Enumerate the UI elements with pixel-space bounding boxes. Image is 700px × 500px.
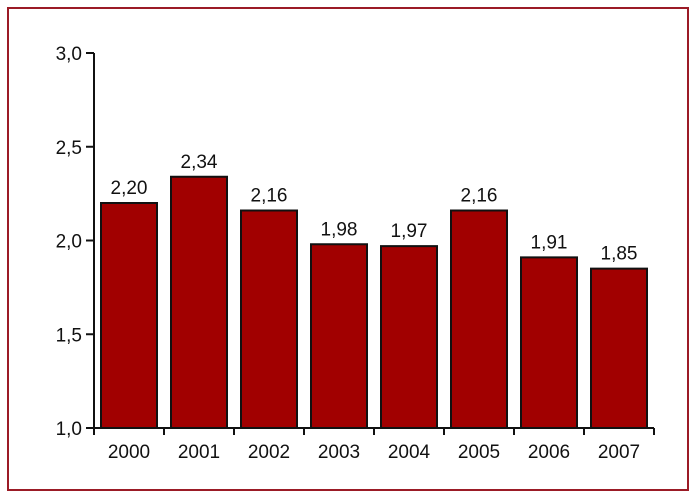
x-tick-label: 2006 [528, 442, 570, 463]
value-label-2006: 1,91 [531, 232, 568, 253]
value-label-2001: 2,34 [181, 152, 218, 173]
value-label-2002: 2,16 [251, 186, 288, 207]
data-labels: 2,20 2,34 2,16 1,98 1,97 2,16 1,91 1,85 [111, 152, 638, 265]
value-label-2000: 2,20 [111, 178, 148, 199]
bar-2000 [100, 202, 158, 429]
x-tick-label: 2002 [248, 442, 290, 463]
chart-frame [7, 7, 689, 491]
y-tick-label: 1,5 [56, 325, 82, 346]
bar-2005 [450, 209, 508, 429]
y-tick-label: 2,5 [56, 138, 82, 159]
x-tick-label: 2001 [178, 442, 220, 463]
value-label-2005: 2,16 [461, 186, 498, 207]
x-axis: 2000 2001 2002 2003 2004 2005 2006 2007 [93, 427, 655, 463]
y-axis: 1,0 1,5 2,0 2,5 3,0 [56, 44, 95, 440]
bars [100, 175, 648, 429]
bar-2006 [520, 256, 578, 429]
value-label-2004: 1,97 [391, 221, 428, 242]
bar-2001 [170, 175, 228, 429]
x-tick-label: 2005 [458, 442, 500, 463]
value-label-2003: 1,98 [321, 219, 358, 240]
x-tick-label: 2000 [108, 442, 150, 463]
y-tick-label: 2,0 [56, 232, 82, 253]
bar-2004 [380, 245, 438, 429]
x-tick-label: 2003 [318, 442, 360, 463]
bar-2007 [590, 267, 648, 429]
y-tick-label: 1,0 [56, 419, 82, 440]
value-label-2007: 1,85 [601, 244, 638, 265]
y-tick-label: 3,0 [56, 44, 82, 65]
bar-2002 [240, 209, 298, 429]
x-tick-label: 2007 [598, 442, 640, 463]
x-tick-label: 2004 [388, 442, 431, 463]
bar-2003 [310, 243, 368, 429]
